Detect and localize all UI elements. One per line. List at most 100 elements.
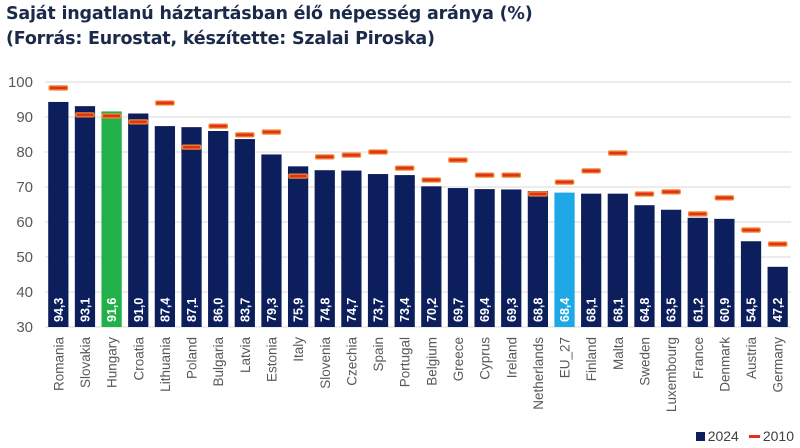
data-label: 68,1 xyxy=(585,298,599,322)
x-tick-label: Portugal xyxy=(398,337,413,387)
x-tick-label: Malta xyxy=(611,337,626,371)
bar-2024 xyxy=(394,175,415,327)
bar-2024 xyxy=(421,186,442,327)
marker-2010 xyxy=(261,129,282,135)
x-tick-label: Cyprus xyxy=(478,337,493,380)
marker-2010 xyxy=(448,157,468,163)
data-label: 94,3 xyxy=(52,298,66,322)
marker-2010 xyxy=(634,191,655,197)
marker-2010 xyxy=(741,227,761,233)
marker-2010 xyxy=(528,191,548,197)
x-tick-label: Luxembourg xyxy=(664,337,679,412)
bar-2024 xyxy=(287,166,309,327)
x-tick-label: Czechia xyxy=(344,337,359,386)
legend-label-2024: 2024 xyxy=(707,428,739,444)
y-tick-label: 30 xyxy=(16,319,33,336)
chart-title-block: Saját ingatlanú háztartásban élő népessé… xyxy=(6,2,533,52)
x-tick-label: Romania xyxy=(51,337,66,392)
y-tick-label: 70 xyxy=(16,179,33,196)
bar-2024 xyxy=(181,127,202,328)
data-label: 60,9 xyxy=(718,298,732,322)
x-tick-label: EU_27 xyxy=(558,337,573,378)
bar-2024 xyxy=(501,189,522,327)
marker-2010 xyxy=(181,144,202,150)
legend-label-2010: 2010 xyxy=(762,428,794,444)
x-tick-label: Denmark xyxy=(717,337,732,392)
bar-2024 xyxy=(74,106,96,328)
data-label: 86,0 xyxy=(212,298,226,322)
marker-2010 xyxy=(554,179,575,185)
y-tick-label: 40 xyxy=(16,284,33,301)
x-tick-label: Sweden xyxy=(637,337,652,386)
data-label: 79,3 xyxy=(265,298,279,322)
marker-2010 xyxy=(155,100,175,106)
marker-2010 xyxy=(75,112,95,118)
marker-2010 xyxy=(48,85,69,91)
x-tick-label: France xyxy=(691,337,706,379)
bar-2024 xyxy=(101,111,122,328)
x-axis: Romania Slovakia Hungary Croatia Lithuania Po… xyxy=(51,337,785,413)
marker-2010 xyxy=(501,172,522,178)
x-tick-label: Greece xyxy=(451,337,466,381)
chart-title: Saját ingatlanú háztartásban élő népessé… xyxy=(6,4,533,24)
bars-2024: 94,3 93,1 91,6 91,0 87,4 87,1 86,0 83,7 79,3 75,9… xyxy=(48,101,788,328)
x-tick-label: Hungary xyxy=(105,337,120,388)
data-label: 70,2 xyxy=(425,298,439,322)
bar-2024 xyxy=(474,189,495,327)
y-axis: 30 40 50 60 70 80 90 100 xyxy=(8,74,33,336)
marker-2010 xyxy=(767,241,788,247)
data-label: 91,6 xyxy=(105,298,119,322)
data-label: 74,7 xyxy=(345,298,359,322)
marker-2010 xyxy=(314,154,335,160)
data-label: 63,5 xyxy=(665,298,679,322)
legend-swatch-2010 xyxy=(748,434,760,438)
x-tick-label: Poland xyxy=(185,337,200,379)
bar-2024 xyxy=(367,174,389,327)
data-label: 61,2 xyxy=(691,298,705,322)
data-label: 73,7 xyxy=(372,298,386,322)
y-tick-label: 90 xyxy=(16,109,33,126)
data-label: 47,2 xyxy=(771,298,785,322)
marker-2010 xyxy=(128,119,149,125)
x-tick-label: Estonia xyxy=(264,337,279,383)
bar-2024 xyxy=(527,191,549,327)
x-tick-label: Ireland xyxy=(504,337,519,378)
bar-2024 xyxy=(48,101,69,327)
x-tick-label: Slovakia xyxy=(78,337,93,389)
chart-subtitle: (Forrás: Eurostat, készítette: Szalai Pi… xyxy=(6,29,435,49)
marker-2010 xyxy=(714,195,735,201)
x-tick-label: Slovenia xyxy=(318,337,333,389)
marker-2010 xyxy=(474,172,495,178)
bar-2024 xyxy=(607,193,628,327)
x-tick-label: Lithuania xyxy=(158,337,173,392)
bar-2024 xyxy=(234,139,255,327)
y-tick-label: 80 xyxy=(16,144,33,161)
legend: 2024 2010 xyxy=(695,428,794,444)
marker-2010 xyxy=(341,152,362,158)
data-label: 64,8 xyxy=(638,298,652,322)
data-label: 83,7 xyxy=(238,298,252,322)
marker-2010 xyxy=(687,211,708,217)
x-tick-label: Bulgaria xyxy=(211,337,226,387)
marker-2010 xyxy=(661,189,681,195)
x-tick-label: Latvia xyxy=(238,337,253,374)
marker-2010 xyxy=(288,173,308,179)
x-tick-label: Italy xyxy=(291,337,306,362)
marker-2010 xyxy=(608,150,628,156)
marker-2010 xyxy=(235,132,255,138)
marker-2010 xyxy=(394,165,415,171)
x-tick-label: Austria xyxy=(744,337,759,380)
x-tick-label: Netherlands xyxy=(531,337,546,410)
data-label: 74,8 xyxy=(318,298,332,322)
x-tick-label: Finland xyxy=(584,337,599,381)
legend-item-2024: 2024 xyxy=(695,428,739,444)
data-label: 69,3 xyxy=(505,298,519,322)
bar-2024 xyxy=(154,126,176,327)
marker-2010 xyxy=(368,149,388,155)
bar-2024 xyxy=(767,266,788,327)
data-label: 75,9 xyxy=(292,298,306,322)
y-tick-label: 100 xyxy=(8,74,33,91)
data-label: 68,8 xyxy=(531,298,545,322)
data-label: 87,1 xyxy=(185,298,199,322)
data-label: 54,5 xyxy=(745,298,759,322)
